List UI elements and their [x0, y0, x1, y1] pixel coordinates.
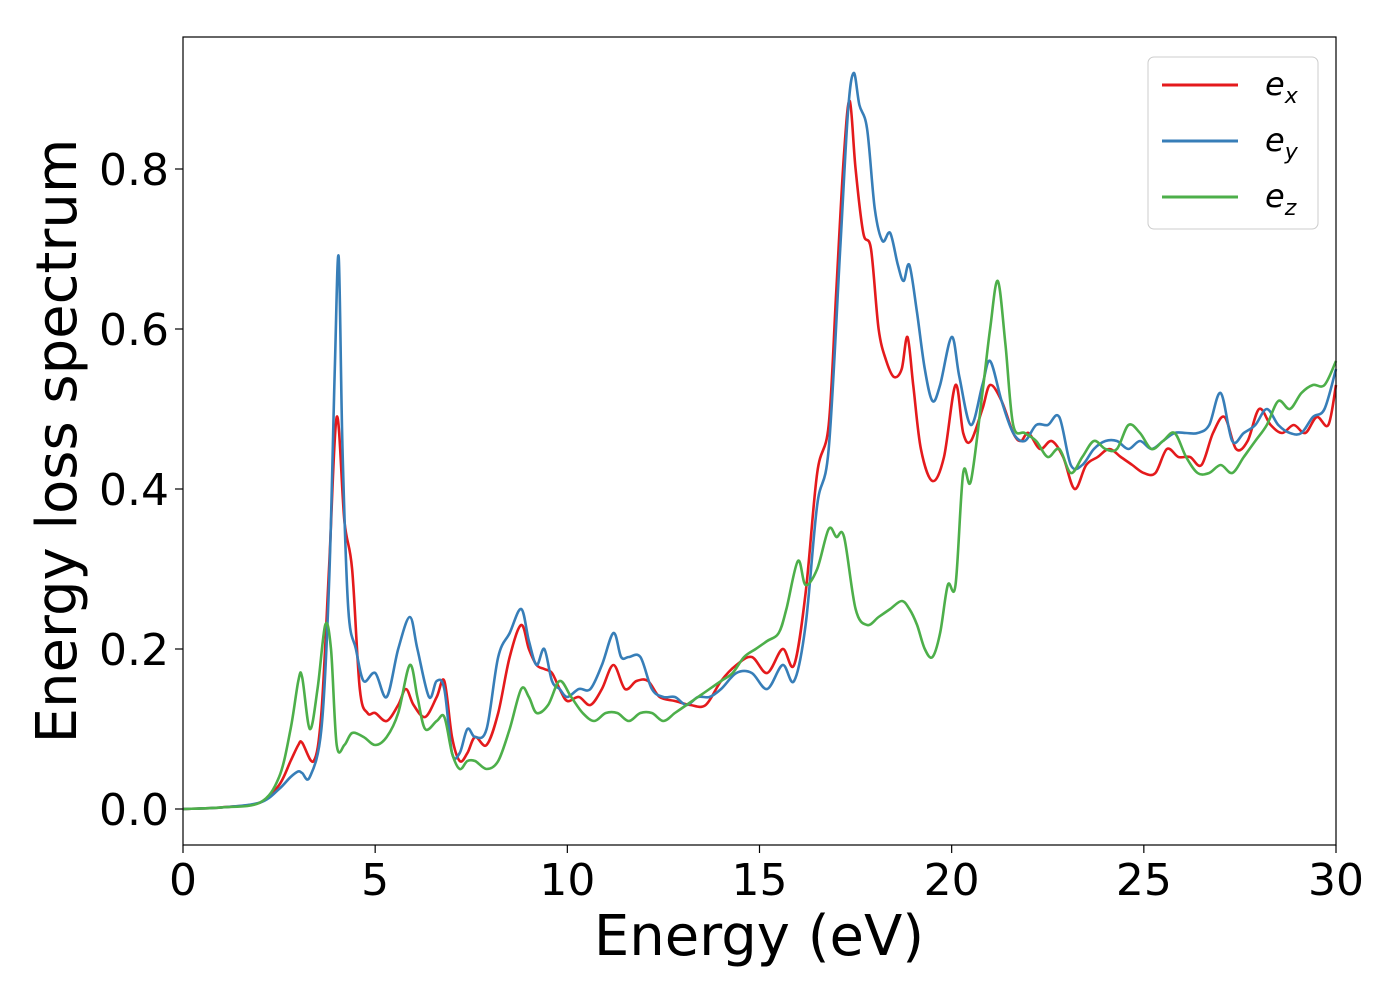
x-axis-ticks: 0 5 10 15 20 25 30	[169, 845, 1364, 906]
series-line-x	[182, 99, 1338, 811]
y-tick-label: 0.4	[99, 465, 169, 516]
series-lines	[182, 71, 1338, 811]
legend-label-z: ez	[1265, 177, 1297, 221]
y-tick-label: 0.8	[99, 145, 169, 196]
y-tick-label: 0.0	[99, 785, 169, 836]
x-tick-label: 30	[1308, 855, 1364, 906]
legend: ex ey ez	[1147, 56, 1319, 230]
series-line-z	[182, 279, 1338, 811]
y-tick-label: 0.6	[99, 305, 169, 356]
x-tick-label: 5	[361, 855, 389, 906]
legend-label-y: ey	[1265, 121, 1299, 165]
x-axis-title: Energy (eV)	[594, 904, 924, 969]
y-axis-title: Energy loss spectrum	[25, 139, 90, 744]
legend-label-x: ex	[1265, 65, 1299, 109]
x-tick-label: 20	[924, 855, 980, 906]
y-axis-ticks: 0.0 0.2 0.4 0.6 0.8	[99, 145, 183, 836]
x-tick-label: 0	[169, 855, 197, 906]
legend-box	[1147, 56, 1319, 230]
y-tick-label: 0.2	[99, 625, 169, 676]
x-tick-label: 10	[539, 855, 595, 906]
x-tick-label: 15	[732, 855, 788, 906]
x-tick-label: 25	[1116, 855, 1172, 906]
series-line-y	[182, 71, 1338, 811]
